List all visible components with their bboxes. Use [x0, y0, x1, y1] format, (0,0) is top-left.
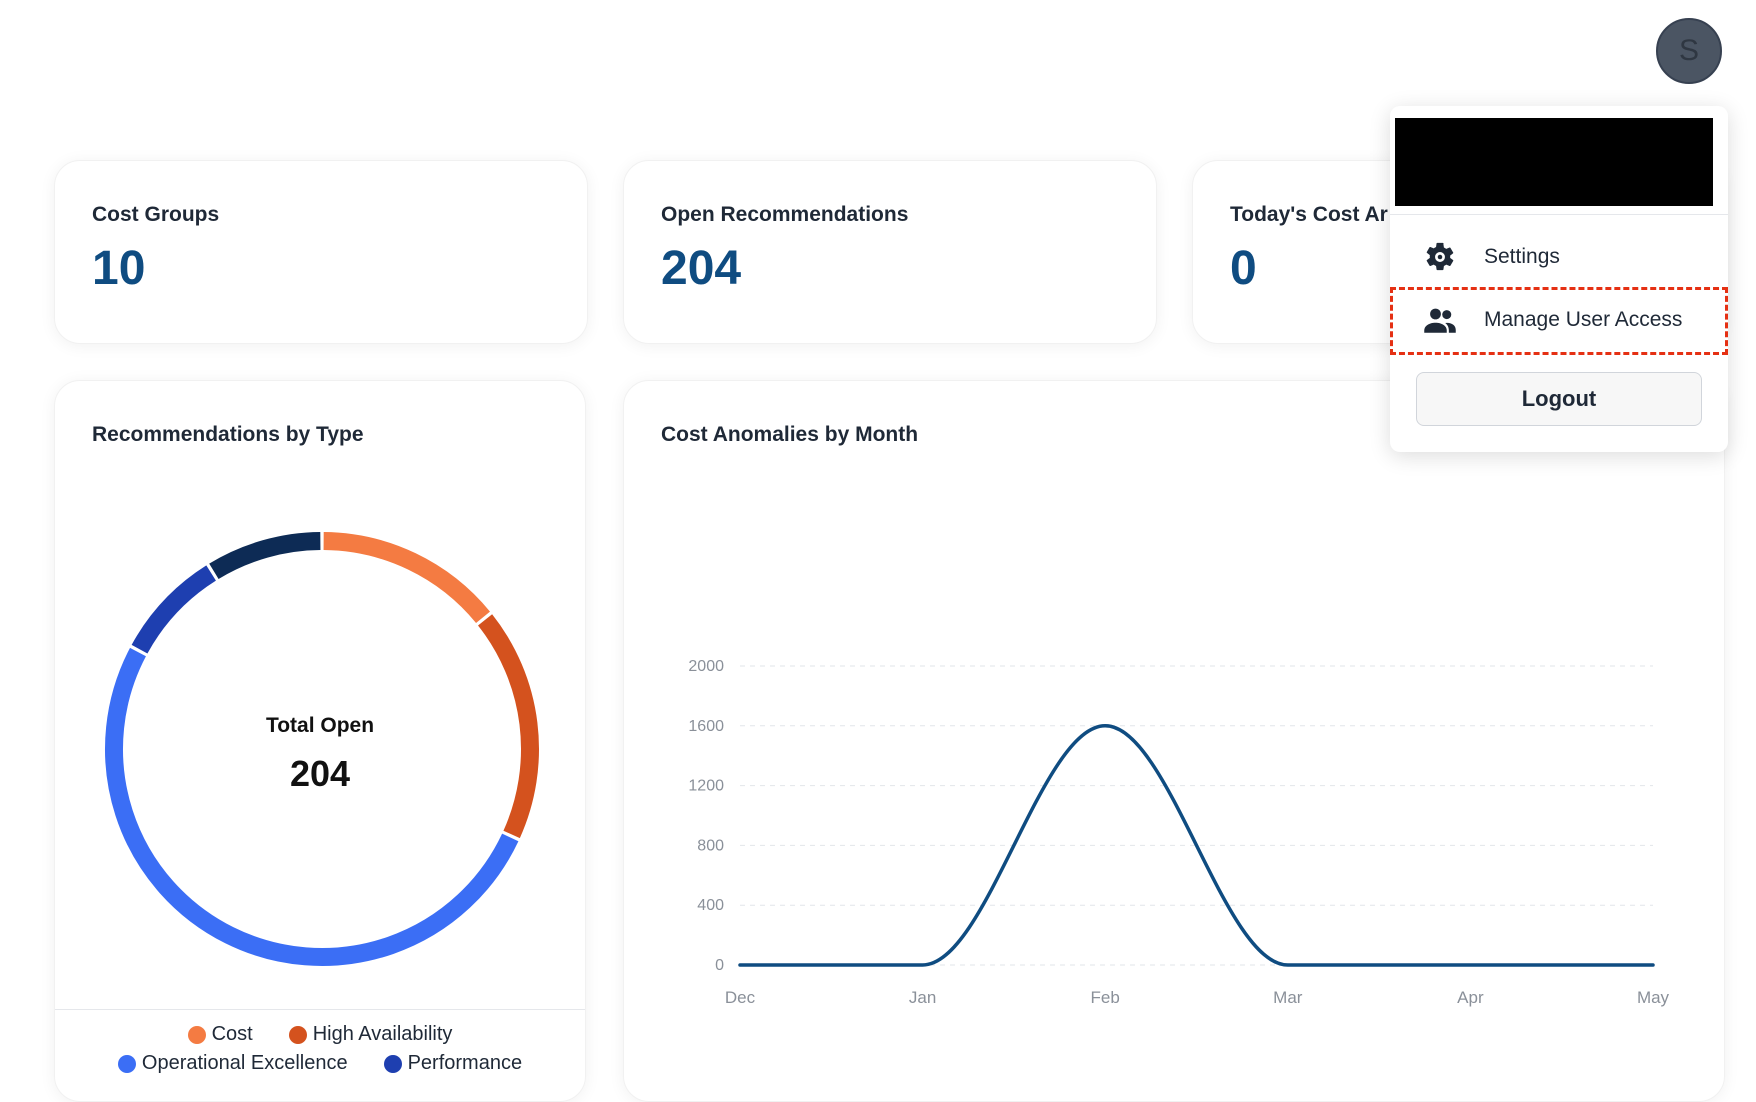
donut-center-label: Total Open	[265, 714, 375, 737]
donut-segment-cost[interactable]	[323, 532, 490, 624]
stat-label: Open Recommendations	[661, 203, 909, 226]
legend-label: High Availability	[312, 1023, 453, 1045]
users-icon	[1422, 302, 1458, 338]
y-tick-label: 1200	[688, 778, 724, 795]
dashboard-page: Cost Groups 10 Open Recommendations 204 …	[54, 18, 1728, 1102]
menu-item-label: Manage User Access	[1484, 308, 1683, 331]
legend-label: Operational Excellence	[141, 1052, 348, 1074]
donut-segment-high-availability[interactable]	[477, 614, 539, 839]
card-title: Recommendations by Type	[92, 423, 364, 446]
x-tick-label: Dec	[725, 988, 756, 1007]
stat-card-open-recommendations[interactable]: Open Recommendations 204	[623, 160, 1157, 344]
stat-value: 10	[92, 242, 146, 295]
menu-item-settings[interactable]: Settings	[1390, 228, 1728, 286]
menu-divider	[1390, 214, 1728, 215]
legend-row: Operational Excellence Performance	[55, 1052, 585, 1075]
logout-button[interactable]: Logout	[1416, 372, 1702, 426]
y-tick-label: 0	[715, 957, 724, 974]
stat-card-cost-groups[interactable]: Cost Groups 10	[54, 160, 588, 344]
x-tick-label: Mar	[1273, 988, 1303, 1007]
x-tick-label: Feb	[1091, 988, 1120, 1007]
series-line[interactable]	[738, 724, 1655, 967]
legend-item-cost[interactable]: Cost	[187, 1023, 253, 1046]
legend-divider	[55, 1009, 585, 1010]
gear-icon	[1422, 239, 1458, 275]
stat-value: 204	[661, 242, 742, 295]
avatar-initial: S	[1678, 34, 1699, 67]
menu-item-manage-user-access[interactable]: Manage User Access	[1390, 291, 1728, 349]
legend-dot	[117, 1054, 136, 1073]
line-chart: 0 400 800 1200 1600 2000 Dec Jan Feb Mar Apr May	[688, 658, 1670, 1007]
y-tick-label: 2000	[688, 658, 724, 675]
legend-dot	[288, 1025, 307, 1044]
stat-value: 0	[1230, 242, 1257, 295]
legend-row: Cost High Availability	[55, 1023, 585, 1046]
legend-dot	[187, 1025, 206, 1044]
x-tick-label: May	[1637, 988, 1670, 1007]
legend-dot	[383, 1054, 402, 1073]
donut-chart	[105, 532, 539, 966]
donut-segment-performance[interactable]	[131, 565, 217, 654]
x-tick-label: Apr	[1457, 988, 1484, 1007]
card-title: Cost Anomalies by Month	[661, 423, 919, 446]
legend-item-high-availability[interactable]: High Availability	[288, 1023, 453, 1046]
y-tick-label: 1600	[688, 718, 724, 735]
stat-label: Today's Cost Ar	[1230, 203, 1388, 226]
y-tick-label: 400	[697, 897, 724, 914]
cost-anomalies-card: Cost Anomalies by Month 0 400 800 1200 1600 2…	[623, 380, 1725, 1102]
recommendations-by-type-card: Recommendations by Type Total Open 204 C…	[54, 380, 586, 1102]
y-tick-label: 800	[697, 837, 724, 854]
x-tick-label: Jan	[909, 988, 936, 1007]
legend-label: Cost	[211, 1023, 253, 1045]
legend-item-operational-excellence[interactable]: Operational Excellence	[117, 1052, 348, 1075]
menu-item-label: Settings	[1484, 245, 1560, 268]
user-avatar-button[interactable]: S	[1656, 18, 1722, 84]
legend-item-performance[interactable]: Performance	[383, 1052, 523, 1075]
donut-center-value: 204	[289, 753, 351, 794]
user-menu-dropdown: Settings Manage User Access Logout	[1390, 106, 1728, 452]
legend-label: Performance	[407, 1052, 523, 1074]
donut-segment-operational-excellence[interactable]	[105, 647, 519, 966]
redacted-user-info	[1395, 118, 1713, 206]
stat-label: Cost Groups	[92, 203, 220, 226]
donut-segment-security[interactable]	[209, 532, 321, 580]
